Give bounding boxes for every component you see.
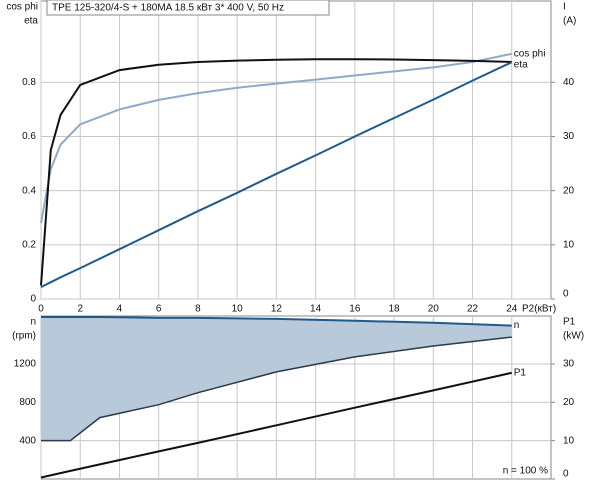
y2-axis-label: P1 [563, 317, 576, 328]
series-label: eta [514, 60, 528, 71]
x-tick-label: 6 [156, 304, 162, 315]
y2-tick-label: 20 [563, 397, 575, 408]
y2-tick-label: 30 [563, 131, 575, 142]
x-tick-label: 24 [506, 304, 518, 315]
y-tick-label: 0.4 [22, 185, 36, 196]
y2-tick-label: 10 [563, 239, 575, 250]
x-axis-label: P2(кВт) [522, 304, 556, 315]
x-tick-label: 20 [428, 304, 440, 315]
y-tick-label: 0.8 [22, 77, 36, 88]
chart-title: TPE 125-320/4-S + 180MA 18.5 кВт 3* 400 … [52, 3, 284, 14]
x-tick-label: 12 [271, 304, 283, 315]
y-tick-label: 0.6 [22, 131, 36, 142]
y-tick-label: 800 [19, 397, 36, 408]
y-axis-label: cos phi [6, 2, 38, 13]
series-label: n [514, 320, 520, 331]
y2-tick-label: 0 [563, 289, 569, 300]
y-axis-label: eta [24, 16, 38, 27]
title-box [46, 0, 330, 16]
x-tick-label: 14 [310, 304, 322, 315]
x-tick-label: 0 [38, 304, 44, 315]
y2-tick-label: 20 [563, 185, 575, 196]
series-line [40, 52, 513, 224]
x-tick-label: 18 [389, 304, 401, 315]
y-tick-label: 0.2 [22, 239, 36, 250]
series-line [40, 371, 513, 479]
x-tick-label: 22 [467, 304, 479, 315]
x-tick-label: 8 [195, 304, 201, 315]
x-tick-label: 4 [117, 304, 123, 315]
lower-line [41, 336, 512, 442]
y2-axis-label: (kW) [563, 331, 584, 342]
y2-tick-label: 30 [563, 359, 575, 370]
y-tick-label: 1200 [14, 359, 37, 370]
series-line [41, 316, 512, 327]
x-tick-label: 16 [349, 304, 361, 315]
series-line [40, 61, 513, 288]
y2-tick-label: 40 [563, 77, 575, 88]
y2-tick-label: 10 [563, 435, 575, 446]
x-tick-label: 2 [77, 304, 83, 315]
y2-axis-label: (A) [563, 16, 576, 27]
series-label: P1 [514, 367, 527, 378]
x-tick-label: 10 [232, 304, 244, 315]
series-line [40, 58, 512, 286]
area-band [41, 317, 512, 441]
y-axis-label: (rpm) [12, 331, 36, 342]
y-tick-label: 0 [30, 294, 36, 305]
top-plot-area [40, 0, 552, 300]
y-tick-label: 400 [19, 435, 36, 446]
annotation: n = 100 % [503, 466, 548, 477]
y2-tick-label: 0 [563, 469, 569, 480]
series-label: cos phi [514, 48, 546, 59]
y2-axis-label: I [563, 2, 566, 13]
y-axis-label: n [30, 317, 36, 328]
